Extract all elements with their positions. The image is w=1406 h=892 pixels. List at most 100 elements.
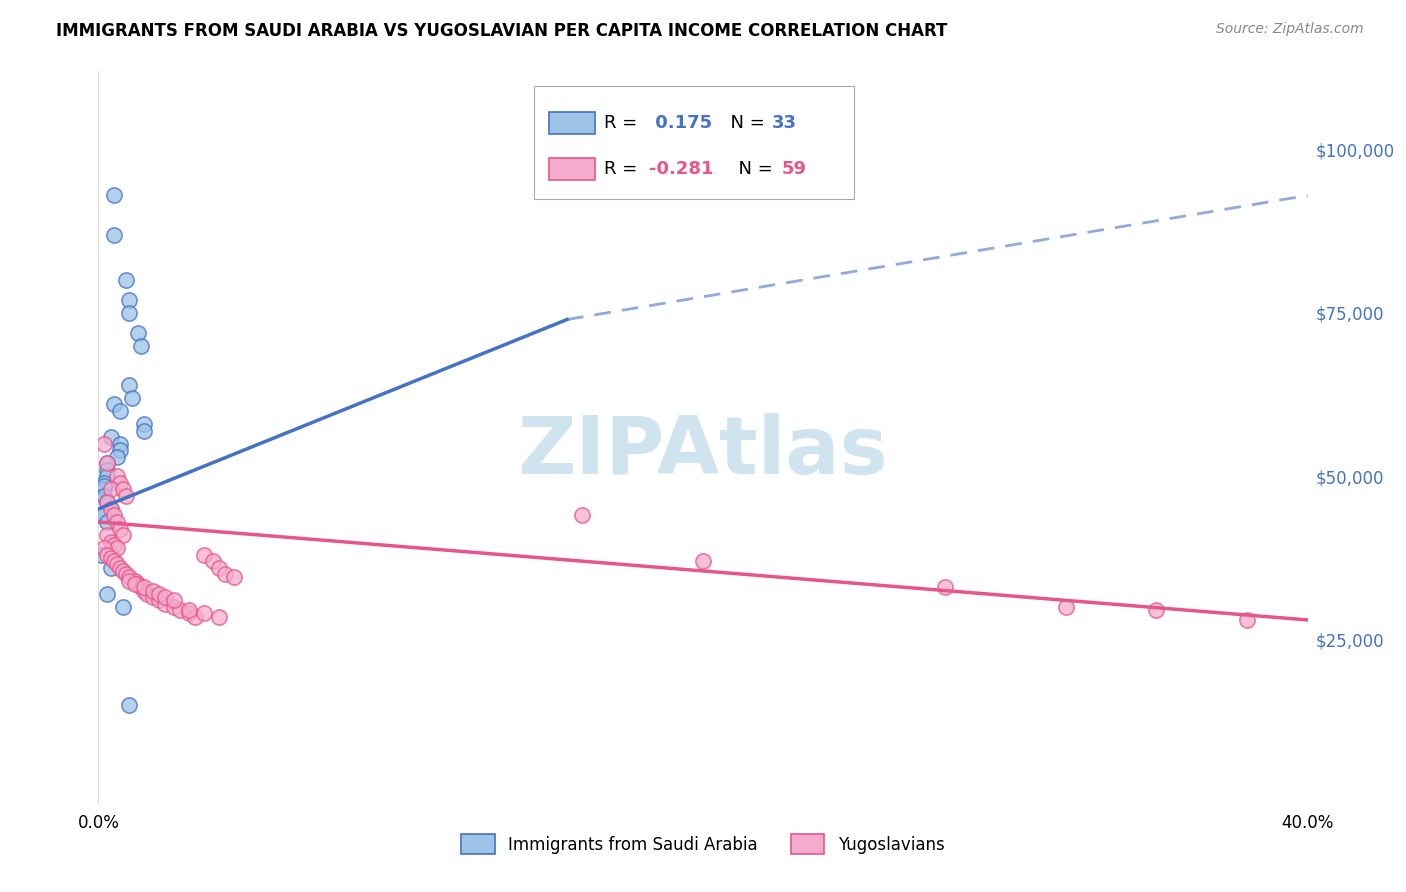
Point — [96, 515, 118, 529]
Point — [93, 541, 115, 555]
Point — [105, 558, 128, 572]
Point — [111, 564, 134, 578]
Point — [118, 293, 141, 307]
Point — [124, 574, 146, 588]
Point — [129, 580, 152, 594]
Point — [114, 273, 136, 287]
Point — [96, 469, 118, 483]
Point — [96, 463, 118, 477]
Point — [105, 541, 128, 555]
Text: N =: N = — [727, 160, 779, 178]
Text: R =: R = — [603, 160, 643, 178]
Point — [118, 377, 141, 392]
Point — [108, 560, 131, 574]
Point — [103, 538, 125, 552]
Point — [90, 508, 112, 523]
Point — [692, 554, 714, 568]
Point — [114, 489, 136, 503]
Point — [148, 593, 170, 607]
Point — [93, 508, 115, 523]
Point — [96, 495, 118, 509]
Point — [142, 583, 165, 598]
Point — [132, 580, 155, 594]
Text: 59: 59 — [782, 160, 807, 178]
Point — [118, 306, 141, 320]
Text: Source: ZipAtlas.com: Source: ZipAtlas.com — [1216, 22, 1364, 37]
Point — [96, 528, 118, 542]
Point — [184, 609, 207, 624]
Point — [96, 587, 118, 601]
Point — [118, 698, 141, 712]
Point — [100, 550, 122, 565]
Point — [1236, 613, 1258, 627]
Point — [103, 554, 125, 568]
Point — [153, 590, 176, 604]
Point — [93, 436, 115, 450]
Point — [111, 528, 134, 542]
Text: ZIPAtlas: ZIPAtlas — [517, 413, 889, 491]
Text: 33: 33 — [772, 113, 797, 131]
Point — [132, 424, 155, 438]
Point — [108, 404, 131, 418]
Point — [105, 469, 128, 483]
Point — [121, 391, 143, 405]
Point — [571, 508, 593, 523]
Point — [93, 479, 115, 493]
Text: N =: N = — [718, 113, 770, 131]
Point — [163, 593, 186, 607]
Point — [163, 599, 186, 614]
Text: R =: R = — [603, 113, 643, 131]
Point — [100, 534, 122, 549]
Point — [193, 607, 215, 621]
Point — [179, 603, 201, 617]
Point — [111, 483, 134, 497]
Point — [118, 574, 141, 588]
Point — [100, 560, 122, 574]
FancyBboxPatch shape — [534, 86, 855, 200]
Text: -0.281: -0.281 — [648, 160, 713, 178]
Point — [103, 188, 125, 202]
Point — [90, 548, 112, 562]
Point — [208, 609, 231, 624]
Point — [202, 554, 225, 568]
Point — [148, 587, 170, 601]
Point — [103, 227, 125, 242]
Point — [100, 430, 122, 444]
Point — [142, 590, 165, 604]
Point — [103, 508, 125, 523]
Point — [127, 577, 149, 591]
Point — [1144, 603, 1167, 617]
Text: 0.175: 0.175 — [648, 113, 711, 131]
Point — [100, 483, 122, 497]
Point — [96, 456, 118, 470]
Point — [1054, 599, 1077, 614]
Point — [208, 560, 231, 574]
Point — [169, 603, 191, 617]
Point — [132, 417, 155, 431]
Point — [114, 567, 136, 582]
Point — [105, 515, 128, 529]
Point — [105, 450, 128, 464]
Bar — [550, 112, 595, 134]
Point — [93, 475, 115, 490]
Point — [934, 580, 956, 594]
Point — [93, 483, 115, 497]
Point — [108, 475, 131, 490]
Point — [96, 495, 118, 509]
Point — [129, 338, 152, 352]
Point — [214, 567, 236, 582]
Point — [127, 326, 149, 340]
Point — [100, 502, 122, 516]
Point — [224, 570, 246, 584]
Point — [93, 489, 115, 503]
Point — [124, 577, 146, 591]
Point — [96, 548, 118, 562]
Point — [96, 456, 118, 470]
Point — [179, 607, 201, 621]
Bar — [550, 158, 595, 179]
Point — [108, 436, 131, 450]
Point — [100, 502, 122, 516]
Point — [132, 583, 155, 598]
Point — [111, 599, 134, 614]
Point — [193, 548, 215, 562]
